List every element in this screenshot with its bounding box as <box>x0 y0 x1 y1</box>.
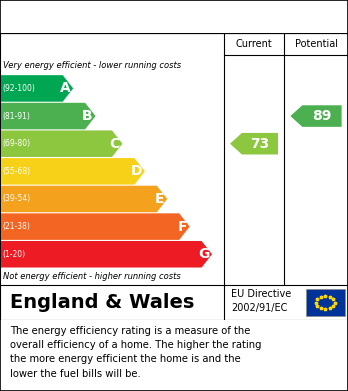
Polygon shape <box>1 213 190 240</box>
FancyBboxPatch shape <box>306 289 345 316</box>
Polygon shape <box>290 105 342 127</box>
Text: 73: 73 <box>250 137 270 151</box>
Text: (39-54): (39-54) <box>3 194 31 203</box>
Text: Not energy efficient - higher running costs: Not energy efficient - higher running co… <box>3 272 181 281</box>
Text: Very energy efficient - lower running costs: Very energy efficient - lower running co… <box>3 61 182 70</box>
Text: A: A <box>60 81 70 95</box>
Text: Energy Efficiency Rating: Energy Efficiency Rating <box>9 10 230 25</box>
Text: The energy efficiency rating is a measure of the
overall efficiency of a home. T: The energy efficiency rating is a measur… <box>10 326 262 379</box>
Text: (81-91): (81-91) <box>3 111 31 120</box>
Polygon shape <box>1 158 145 185</box>
Text: (69-80): (69-80) <box>3 139 31 148</box>
Text: EU Directive
2002/91/EC: EU Directive 2002/91/EC <box>231 289 291 313</box>
Text: G: G <box>198 247 209 261</box>
Text: Potential: Potential <box>294 39 338 49</box>
Text: (1-20): (1-20) <box>3 250 26 259</box>
Text: C: C <box>109 137 120 151</box>
Text: 89: 89 <box>312 109 332 123</box>
Text: D: D <box>130 164 142 178</box>
Polygon shape <box>230 133 278 154</box>
Text: (55-68): (55-68) <box>3 167 31 176</box>
Text: F: F <box>177 220 187 233</box>
Text: B: B <box>82 109 93 123</box>
Text: (21-38): (21-38) <box>3 222 31 231</box>
Text: England & Wales: England & Wales <box>10 293 195 312</box>
Text: Current: Current <box>236 39 272 49</box>
Polygon shape <box>1 103 96 129</box>
Polygon shape <box>1 186 167 212</box>
Polygon shape <box>1 241 212 267</box>
Text: E: E <box>155 192 165 206</box>
Polygon shape <box>1 131 122 157</box>
Text: (92-100): (92-100) <box>3 84 35 93</box>
Polygon shape <box>1 75 73 102</box>
